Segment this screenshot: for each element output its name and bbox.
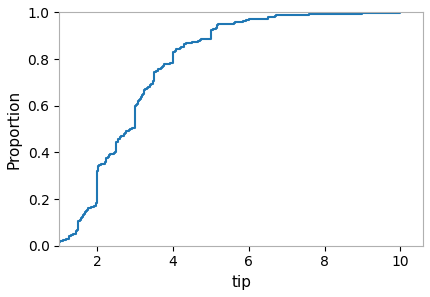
Y-axis label: Proportion: Proportion xyxy=(7,90,22,169)
X-axis label: tip: tip xyxy=(231,275,251,290)
